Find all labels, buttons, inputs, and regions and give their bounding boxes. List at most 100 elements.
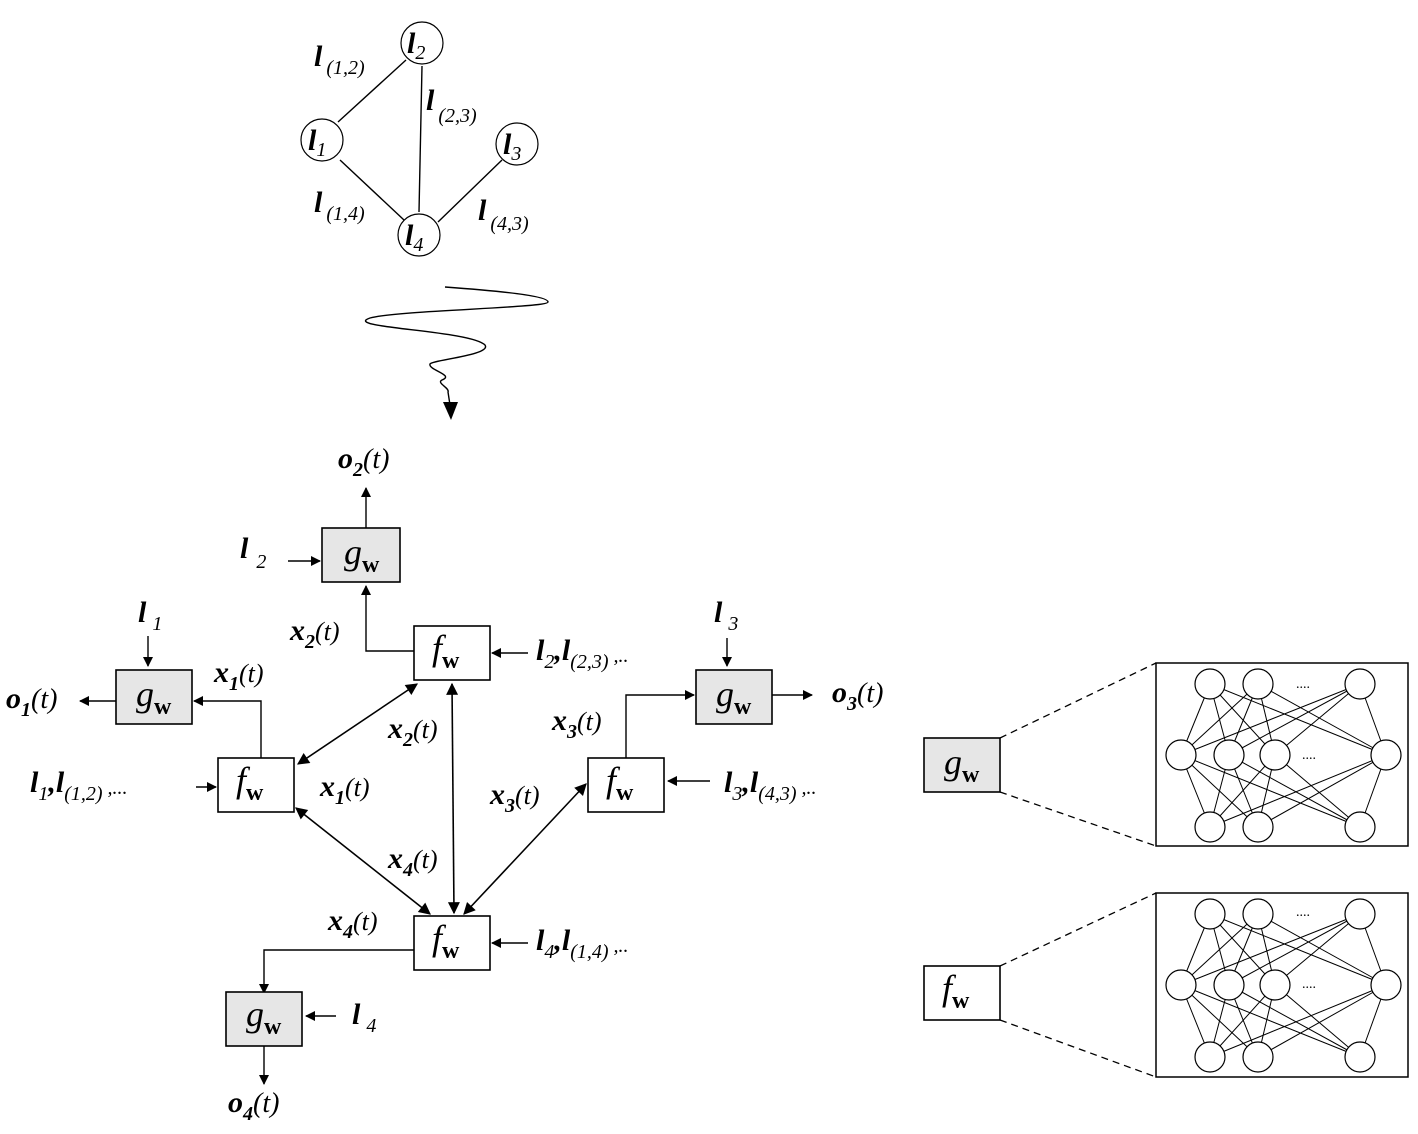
nn-connection: [1228, 683, 1361, 756]
nn-connection: [1228, 984, 1361, 1058]
output-o4-label: o4(t): [228, 1086, 279, 1125]
arrow-f2-f4: [446, 682, 460, 915]
nn-neuron: [1242, 811, 1274, 843]
output-o1-label: o1(t): [6, 682, 57, 721]
nn-neuron: [1344, 898, 1376, 930]
state-x3-label-b: x3(t): [489, 778, 540, 817]
nn-connection: [1274, 984, 1361, 1058]
zoom-line: [999, 662, 1157, 739]
nn-neuron: [1242, 1041, 1274, 1073]
edge-label-1-4: l (1,4): [314, 186, 365, 225]
state-x2-label-a: x2(t): [289, 614, 340, 653]
nn-connection: [1180, 683, 1259, 756]
arrow-f4-g4: [259, 949, 414, 994]
g-box: [695, 669, 773, 725]
f-box: [217, 757, 295, 813]
g-box: [321, 527, 401, 583]
g-box-label: gw: [716, 674, 752, 720]
state-x1-label-b: x1(t): [319, 770, 370, 809]
nn-ellipsis: ....: [1302, 748, 1316, 763]
nn-neuron: [1370, 969, 1402, 1001]
arrow-f1-f2: [297, 683, 418, 765]
f-unit-4: fw: [413, 915, 491, 971]
edge-label-4-3: l (4,3): [478, 194, 529, 235]
f-box: [587, 757, 665, 813]
nn-neuron: [1213, 969, 1245, 1001]
nn-connection: [1274, 913, 1361, 986]
g-neural-net: [1165, 668, 1402, 843]
g-unit-3: gw: [695, 669, 773, 725]
nn-neuron: [1213, 739, 1245, 771]
state-x4-label-b: x4(t): [327, 904, 378, 943]
nn-neuron: [1242, 898, 1274, 930]
state-x4-label-a: x4(t): [387, 842, 438, 881]
f3-inputs-label: l3,l(4,3) ,..: [724, 766, 817, 805]
nn-connection: [1180, 683, 1361, 756]
f4-inputs-label: l4,l(1,4) ,..: [536, 924, 629, 963]
edge-label-2-3: l (2,3): [426, 84, 477, 127]
graph-node-l3: [495, 122, 539, 166]
nn-neuron: [1165, 739, 1197, 771]
edge-1-4: [339, 159, 405, 221]
nn-ellipsis: ....: [1296, 905, 1310, 920]
f-box: [413, 625, 491, 681]
nn-connection: [1257, 913, 1387, 986]
edge-2-4: [418, 65, 423, 213]
nn-neuron: [1259, 739, 1291, 771]
nn-connection: [1209, 913, 1387, 986]
arrow-f3-f4: [463, 783, 587, 915]
g-box-label: gw: [136, 674, 172, 720]
nn-connection: [1209, 683, 1276, 756]
graph-node-l1: [300, 118, 344, 162]
edge-1-2: [337, 59, 407, 123]
state-x2-label-b: x2(t): [387, 712, 438, 751]
edge-label-1-2: l (1,2): [314, 40, 365, 79]
arrow-f3-g3: [625, 690, 695, 758]
graph-node-l4: [397, 213, 441, 257]
nn-connection: [1209, 683, 1387, 756]
output-o2-label: o2(t): [338, 442, 389, 481]
nn-connection: [1180, 913, 1259, 986]
encoding-network-edges: [79, 487, 813, 1085]
nn-neuron: [1344, 668, 1376, 700]
nn-neuron: [1344, 1041, 1376, 1073]
arrow-f1-f4: [295, 807, 431, 915]
f-network-detail: fw .... ....: [923, 892, 1409, 1078]
nn-ellipsis: ....: [1296, 677, 1310, 692]
nn-neuron: [1242, 668, 1274, 700]
nn-connection: [1180, 913, 1361, 986]
graph-node-l2: [400, 21, 444, 65]
f-legend-box: [923, 965, 1001, 1021]
arrow-f2-g2: [361, 585, 414, 652]
nn-connection: [1274, 683, 1361, 756]
nn-neuron: [1194, 1041, 1226, 1073]
nn-connection: [1209, 913, 1276, 986]
f-neural-net: [1165, 898, 1402, 1073]
g-legend-box: [923, 737, 1001, 793]
output-o3-label: o3(t): [832, 676, 883, 715]
f-unit-1: fw: [217, 757, 295, 813]
g-box-label: gw: [344, 532, 380, 578]
nn-connection: [1228, 913, 1361, 986]
zoom-line: [999, 791, 1157, 847]
g-legend-label: gw: [944, 742, 980, 788]
nn-connection: [1228, 754, 1361, 828]
transform-arrow: [365, 286, 549, 406]
zoom-line: [999, 1019, 1157, 1078]
nn-connection: [1180, 984, 1361, 1058]
f-unit-3: fw: [587, 757, 665, 813]
graph-node-l3-label: l3: [503, 128, 521, 165]
g-unit-1: gw: [115, 669, 193, 725]
nn-neuron: [1194, 811, 1226, 843]
state-x1-label-a: x1(t): [213, 656, 264, 695]
f2-inputs-label: l2,l(2,3) ,..: [536, 634, 629, 673]
nn-connection: [1209, 984, 1387, 1058]
g-unit-4: gw: [225, 991, 303, 1047]
nn-neuron: [1194, 668, 1226, 700]
nn-connection: [1257, 754, 1387, 828]
nn-connection: [1209, 754, 1387, 828]
